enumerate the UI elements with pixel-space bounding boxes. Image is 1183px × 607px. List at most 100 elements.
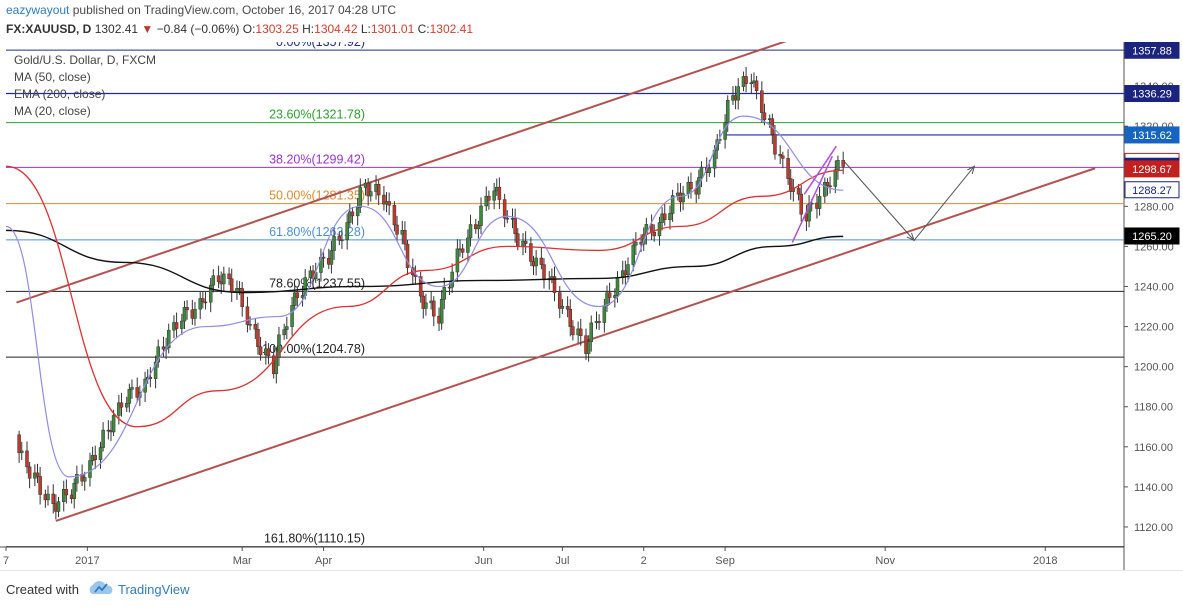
candle-body [345, 222, 349, 241]
candle-body [25, 450, 29, 468]
price-chart[interactable]: 1120.00 1140.00 1160.00 1180.00 1200.00 1220.… [0, 42, 1183, 570]
candle-body [153, 361, 158, 379]
candle-body [447, 286, 452, 289]
candle-body [119, 402, 124, 408]
price-badge [1124, 42, 1180, 59]
candle-body [337, 236, 342, 241]
candle-body [185, 307, 189, 311]
candle-body [626, 264, 630, 275]
candle-body [180, 320, 184, 329]
candle-body [203, 301, 208, 304]
x-tick-label: Jun [475, 555, 493, 567]
symbol: FX:XAUUSD, D [6, 22, 92, 36]
candle-body [513, 218, 517, 234]
candle-body [27, 466, 32, 479]
candle-body [253, 324, 258, 330]
price-badge-label: 1265.20 [1132, 231, 1172, 243]
chart-legend: Gold/U.S. Dollar, D, FXCM MA (50, close)… [14, 52, 156, 120]
candle-body [476, 225, 481, 230]
candle-body [405, 243, 410, 268]
price-badge [1124, 227, 1180, 245]
candle-body [439, 298, 444, 324]
candle-body [382, 194, 386, 205]
candle-body [46, 493, 50, 501]
candle-body [82, 477, 87, 482]
candle-body [51, 493, 55, 504]
candle-body [552, 276, 557, 293]
candle-body [88, 460, 92, 478]
price-badge-label: 1336.29 [1132, 89, 1172, 101]
candle-body [98, 447, 103, 460]
candle-body [19, 450, 24, 454]
candle-body [340, 239, 344, 242]
legend-ma20[interactable]: MA (20, close) [14, 104, 91, 118]
candle-body [568, 308, 572, 327]
candle-body [17, 434, 21, 454]
candle-body [836, 160, 840, 171]
candle-body [348, 211, 352, 223]
tradingview-brand-link[interactable]: TradingView [118, 582, 190, 597]
candle-body [274, 357, 279, 374]
candle-body [707, 167, 712, 174]
candle-body [256, 328, 260, 347]
projection-arrow-segment [913, 165, 975, 241]
candle-body [35, 472, 40, 477]
y-tick-label: 1180.00 [1134, 402, 1173, 414]
projection-arrow-segment [842, 159, 915, 241]
candle-body [602, 305, 607, 323]
candle-body [487, 195, 491, 201]
candle-body [290, 305, 294, 327]
candle-body [332, 236, 336, 251]
candle-body [828, 185, 832, 187]
y-tick-label: 1240.00 [1134, 281, 1174, 293]
candle-body [781, 155, 785, 159]
candle-body [754, 80, 759, 91]
candle-body [166, 329, 171, 349]
candle-body [329, 250, 334, 265]
y-tick-label: 1120.00 [1134, 522, 1173, 534]
projection-arrowhead [967, 165, 976, 175]
candle-body [468, 224, 473, 239]
candle-body [833, 169, 838, 187]
legend-ema200[interactable]: EMA (200, close) [14, 87, 106, 101]
candle-body [558, 292, 562, 309]
x-tick-label: 2018 [1033, 555, 1057, 567]
candle-body [403, 230, 407, 245]
candle-body [64, 489, 69, 496]
candle-body [442, 286, 447, 300]
candle-body [825, 182, 830, 186]
channel-lower-line [55, 167, 1096, 522]
candle-body [222, 273, 226, 285]
y-tick-label: 1160.00 [1134, 442, 1173, 454]
legend-ma50[interactable]: MA (50, close) [14, 70, 91, 84]
candle-body [762, 112, 767, 121]
candle-body [492, 190, 496, 201]
price-badge-label: 1288.27 [1132, 185, 1172, 197]
candle-body [586, 341, 591, 354]
candle-body [193, 308, 197, 319]
chart-area[interactable]: 1120.00 1140.00 1160.00 1180.00 1200.00 1220.… [0, 42, 1183, 570]
x-tick-label: Apr [315, 555, 332, 567]
low-value: 1301.01 [370, 22, 415, 36]
candle-body [788, 178, 793, 192]
x-tick-label: Nov [875, 555, 895, 567]
candle-body [589, 322, 593, 342]
candle-body [174, 322, 179, 329]
candle-body [466, 237, 470, 253]
quote-line: FX:XAUUSD, D 1302.41 ▼ −0.84 (−0.06%) O:… [6, 22, 473, 36]
candle-body [208, 284, 213, 303]
candle-body [182, 307, 187, 322]
candle-body [127, 389, 132, 404]
candle-body [760, 90, 764, 113]
high-value: 1304.42 [314, 22, 358, 36]
candle-body [93, 455, 97, 460]
candle-body [258, 346, 263, 356]
author-link[interactable]: eazywayout [6, 3, 70, 17]
candle-body [796, 187, 801, 195]
candle-body [799, 193, 803, 215]
candle-body [699, 166, 704, 178]
candle-body [773, 134, 777, 155]
candle-body [101, 429, 105, 448]
close-label: C: [417, 22, 430, 36]
candle-body [744, 76, 748, 84]
